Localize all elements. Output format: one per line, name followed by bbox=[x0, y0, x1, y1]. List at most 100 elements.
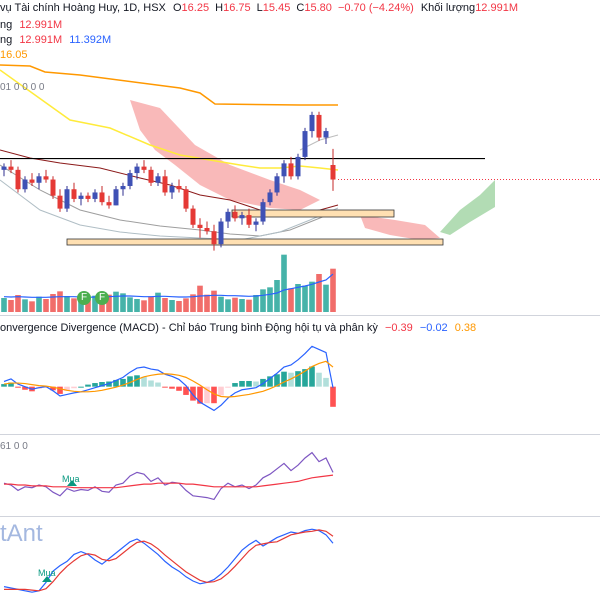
macd-histogram-bar bbox=[113, 379, 119, 387]
macd-histogram-bar bbox=[71, 386, 77, 389]
volume-bar bbox=[57, 291, 63, 312]
volume-bar bbox=[253, 295, 259, 312]
volume-bar bbox=[169, 300, 175, 312]
macd-histogram-bar bbox=[239, 380, 245, 387]
macd-histogram-bar bbox=[162, 386, 168, 388]
volume-bar bbox=[127, 297, 133, 312]
open-value: 16.25 bbox=[181, 2, 210, 14]
macd-histogram-bar bbox=[64, 386, 70, 391]
close-value: 15.80 bbox=[304, 2, 332, 14]
volume-bar bbox=[78, 300, 84, 312]
rsi-ma-line bbox=[4, 474, 334, 489]
volume-legend-row: ng 12.991M bbox=[0, 19, 63, 31]
buy-signal-marker bbox=[42, 576, 52, 582]
candle-body bbox=[120, 186, 126, 190]
header-row: vụ Tài chính Hoàng Huy, 1D, HSX O16.25 H… bbox=[0, 2, 518, 14]
volume-bar bbox=[120, 293, 126, 312]
volume-bar bbox=[246, 299, 252, 312]
candle-body bbox=[141, 166, 147, 170]
macd-histogram-bar bbox=[204, 386, 210, 404]
pane-separator[interactable] bbox=[0, 516, 600, 517]
candle-body bbox=[281, 163, 287, 177]
f-marker[interactable]: F bbox=[95, 291, 109, 305]
macd-histogram-bar bbox=[211, 386, 217, 404]
volume-bar bbox=[260, 289, 266, 312]
candle-body bbox=[57, 195, 63, 209]
volume-label: Khối lượng bbox=[420, 2, 476, 14]
change-value: −0.70 (−4.24%) bbox=[337, 2, 414, 14]
volume-bar bbox=[316, 274, 322, 312]
candle-body bbox=[330, 165, 336, 180]
macd-histogram-bar bbox=[288, 372, 294, 387]
volume-bar bbox=[295, 284, 301, 312]
symbol-title[interactable]: vụ Tài chính Hoàng Huy, 1D, HSX bbox=[0, 2, 166, 14]
candle-body bbox=[169, 186, 175, 193]
candle-body bbox=[78, 195, 84, 199]
macd-title[interactable]: onvergence Divergence (MACD) - Chỉ báo T… bbox=[0, 322, 378, 334]
pane-separator[interactable] bbox=[0, 315, 600, 316]
volume-bar bbox=[197, 285, 203, 312]
volume-bar bbox=[281, 254, 287, 312]
macd-histogram-bar bbox=[246, 380, 252, 387]
candle-body bbox=[253, 221, 259, 225]
volume-bar bbox=[204, 294, 210, 312]
volume-bar bbox=[183, 298, 189, 312]
volume-bar bbox=[330, 268, 336, 312]
volume-bar bbox=[29, 301, 35, 312]
candle-body bbox=[176, 186, 182, 190]
candle-body bbox=[22, 179, 28, 190]
candle-body bbox=[225, 211, 231, 222]
macd-histogram-bar bbox=[190, 386, 196, 401]
volume-bar bbox=[267, 287, 273, 312]
candle-body bbox=[267, 192, 273, 203]
macd-signal-value: 0.38 bbox=[454, 322, 477, 334]
ichimoku-legend-row: 01 0 0 0 0 bbox=[0, 82, 45, 93]
candle-body bbox=[155, 176, 161, 183]
candle-body bbox=[316, 114, 322, 138]
rsi-legend: 61 0 0 bbox=[0, 441, 28, 452]
macd-histogram-bar bbox=[134, 375, 140, 387]
volume-bar bbox=[155, 292, 161, 312]
macd-histogram-bar bbox=[309, 366, 315, 387]
f-marker[interactable]: F bbox=[77, 291, 91, 305]
macd-line bbox=[3, 345, 334, 412]
volume-bar bbox=[288, 288, 294, 312]
volume-bar bbox=[225, 299, 231, 312]
macd-histogram-bar bbox=[295, 371, 301, 387]
candle-body bbox=[134, 166, 140, 174]
candle-body bbox=[148, 169, 154, 183]
band-lower2 bbox=[0, 179, 339, 241]
volume-bar bbox=[113, 291, 119, 312]
volume-bar bbox=[274, 280, 280, 312]
candle-body bbox=[309, 114, 315, 132]
pane-separator[interactable] bbox=[0, 434, 600, 435]
macd-histogram-bar bbox=[141, 376, 147, 387]
macd-histogram-bar bbox=[8, 382, 14, 387]
volume-bar bbox=[71, 298, 77, 312]
ichimoku-cloud bbox=[440, 180, 495, 235]
buy-label: Mua bbox=[62, 474, 80, 484]
macd-histogram-bar bbox=[78, 386, 84, 388]
macd-histogram-bar bbox=[22, 386, 28, 390]
macd-histogram-bar bbox=[99, 382, 105, 387]
candle-body bbox=[36, 176, 42, 183]
candle-body bbox=[211, 231, 217, 245]
candle-body bbox=[162, 176, 168, 193]
volume-bar bbox=[232, 297, 238, 312]
volume-bar bbox=[15, 295, 21, 312]
macd-histogram-bar bbox=[176, 386, 182, 391]
candle-body bbox=[64, 189, 70, 209]
candle-body bbox=[197, 224, 203, 228]
volume-bar bbox=[36, 296, 42, 312]
stoch-d-line bbox=[4, 529, 334, 592]
macd-legend: onvergence Divergence (MACD) - Chỉ báo T… bbox=[0, 322, 476, 334]
low-value: 15.45 bbox=[262, 2, 291, 14]
candle-body bbox=[288, 163, 294, 177]
candle-body bbox=[246, 215, 252, 225]
ichimoku-cloud bbox=[130, 100, 320, 210]
volume-bar bbox=[8, 300, 14, 312]
volume-bar bbox=[85, 299, 91, 312]
candle-body bbox=[1, 166, 7, 170]
volume-bar bbox=[43, 299, 49, 312]
